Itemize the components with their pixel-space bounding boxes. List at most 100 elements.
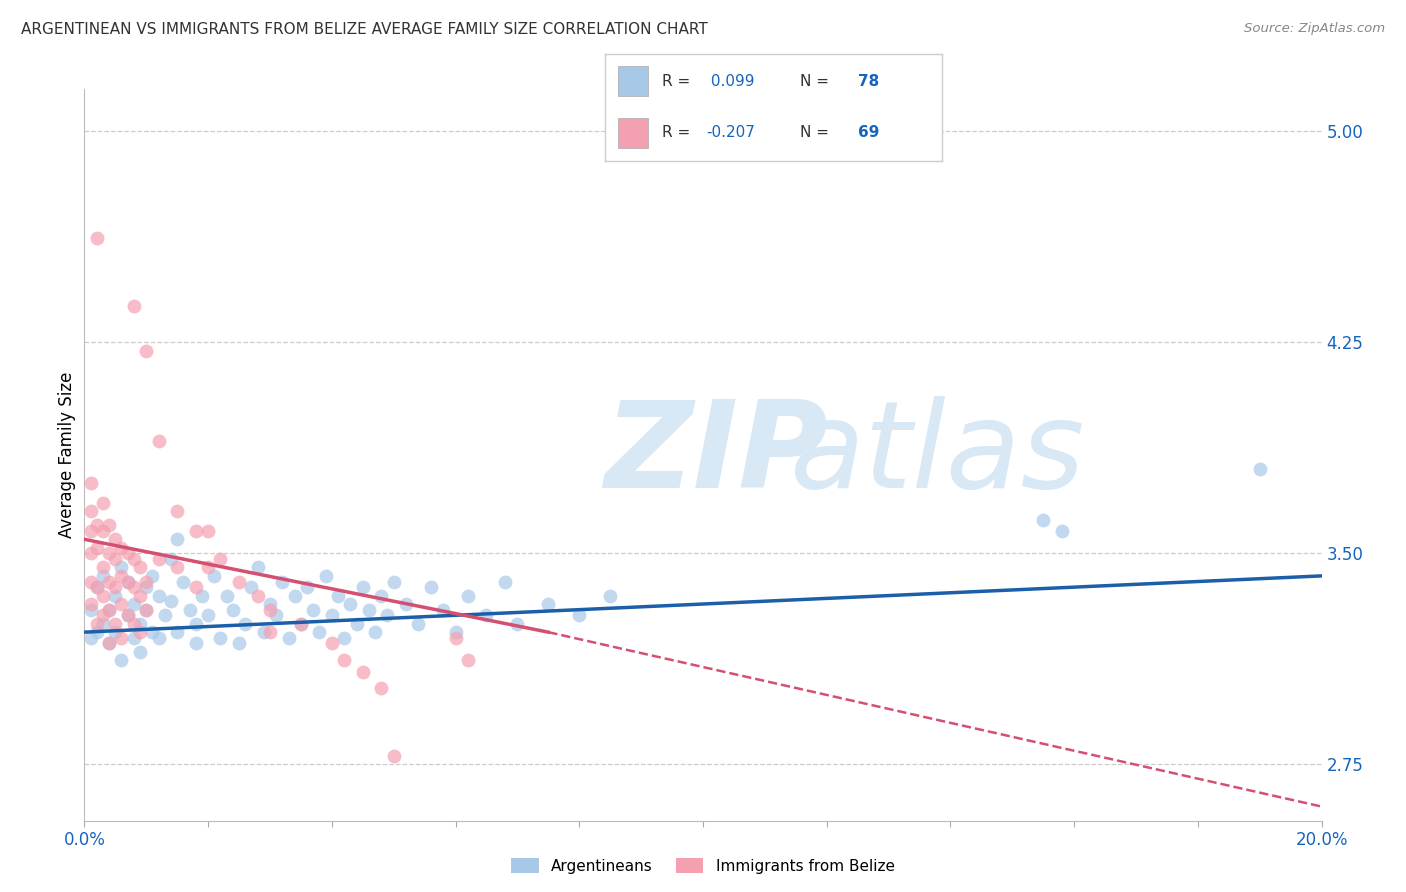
- Point: [79, 524, 101, 538]
- Point: [122, 597, 145, 611]
- Point: [110, 569, 132, 583]
- Point: [264, 608, 287, 623]
- Point: [370, 681, 392, 696]
- Point: [246, 560, 269, 574]
- Point: [364, 625, 387, 640]
- Point: [86, 580, 108, 594]
- Point: [1032, 513, 1054, 527]
- Point: [129, 645, 152, 659]
- Point: [79, 602, 101, 616]
- Point: [246, 589, 269, 603]
- Point: [395, 597, 418, 611]
- Point: [321, 636, 343, 650]
- Point: [308, 625, 330, 640]
- Point: [79, 504, 101, 518]
- Point: [259, 602, 281, 616]
- Text: ARGENTINEAN VS IMMIGRANTS FROM BELIZE AVERAGE FAMILY SIZE CORRELATION CHART: ARGENTINEAN VS IMMIGRANTS FROM BELIZE AV…: [21, 22, 707, 37]
- Point: [457, 589, 479, 603]
- Point: [79, 597, 101, 611]
- Point: [91, 560, 114, 574]
- Point: [172, 574, 194, 589]
- Point: [160, 594, 183, 608]
- Point: [148, 434, 170, 448]
- Point: [259, 597, 281, 611]
- Point: [295, 580, 318, 594]
- Point: [370, 589, 392, 603]
- Point: [79, 631, 101, 645]
- Point: [153, 608, 176, 623]
- Point: [141, 625, 163, 640]
- Point: [98, 636, 121, 650]
- Point: [568, 608, 591, 623]
- Point: [444, 625, 467, 640]
- Point: [184, 616, 207, 631]
- Point: [79, 546, 101, 560]
- Point: [271, 574, 294, 589]
- Y-axis label: Average Family Size: Average Family Size: [58, 372, 76, 538]
- Point: [357, 602, 380, 616]
- Point: [259, 625, 281, 640]
- Point: [321, 608, 343, 623]
- Point: [253, 625, 276, 640]
- Point: [339, 597, 361, 611]
- Point: [222, 602, 245, 616]
- Point: [117, 608, 139, 623]
- Point: [141, 569, 163, 583]
- Point: [104, 580, 127, 594]
- Point: [148, 589, 170, 603]
- Point: [408, 616, 430, 631]
- Point: [91, 616, 114, 631]
- FancyBboxPatch shape: [619, 66, 648, 96]
- Point: [160, 552, 183, 566]
- Point: [117, 574, 139, 589]
- Point: [110, 597, 132, 611]
- Point: [129, 616, 152, 631]
- Text: 0.099: 0.099: [706, 74, 754, 89]
- Point: [228, 636, 250, 650]
- Point: [444, 631, 467, 645]
- Point: [166, 533, 188, 547]
- Point: [91, 589, 114, 603]
- Text: 78: 78: [858, 74, 879, 89]
- Point: [86, 231, 108, 245]
- Point: [197, 608, 219, 623]
- Point: [315, 569, 337, 583]
- Point: [135, 580, 157, 594]
- Point: [284, 589, 307, 603]
- Point: [98, 574, 121, 589]
- Point: [135, 343, 157, 358]
- FancyBboxPatch shape: [619, 118, 648, 148]
- Point: [290, 616, 312, 631]
- Text: ZIP: ZIP: [605, 396, 828, 514]
- Point: [202, 569, 225, 583]
- Point: [179, 602, 201, 616]
- Point: [129, 589, 152, 603]
- Point: [91, 496, 114, 510]
- Point: [166, 625, 188, 640]
- Point: [197, 560, 219, 574]
- Point: [1050, 524, 1073, 538]
- Point: [122, 631, 145, 645]
- Point: [166, 504, 188, 518]
- Legend: Argentineans, Immigrants from Belize: Argentineans, Immigrants from Belize: [505, 852, 901, 880]
- Point: [184, 524, 207, 538]
- Point: [122, 552, 145, 566]
- Point: [104, 625, 127, 640]
- Point: [98, 518, 121, 533]
- Point: [326, 589, 349, 603]
- Point: [104, 589, 127, 603]
- Point: [135, 574, 157, 589]
- Point: [240, 580, 263, 594]
- Point: [599, 589, 621, 603]
- Point: [506, 616, 529, 631]
- Point: [148, 631, 170, 645]
- Point: [148, 552, 170, 566]
- Point: [184, 636, 207, 650]
- Point: [91, 608, 114, 623]
- Text: N =: N =: [800, 74, 834, 89]
- Text: 69: 69: [858, 125, 879, 140]
- Text: atlas: atlas: [790, 396, 1085, 514]
- Point: [110, 653, 132, 667]
- Point: [110, 560, 132, 574]
- Point: [382, 574, 405, 589]
